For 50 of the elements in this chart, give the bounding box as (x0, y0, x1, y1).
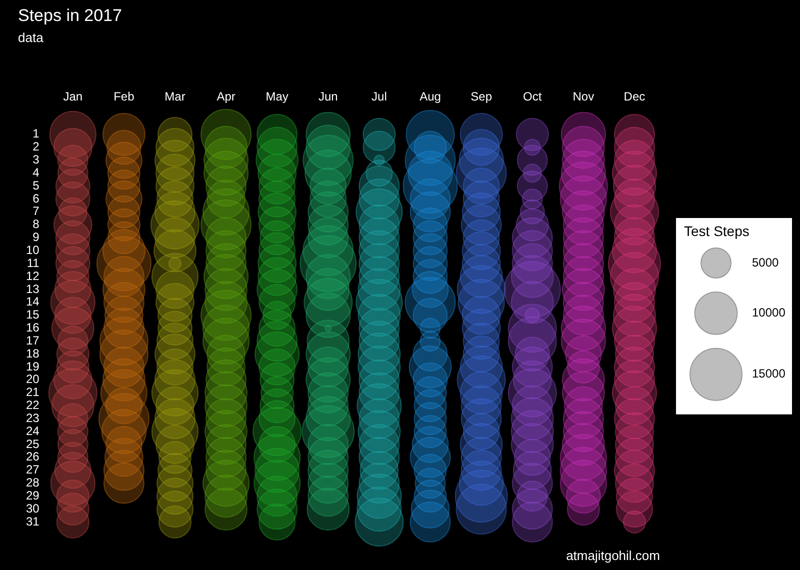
x-tick-label: Aug (420, 90, 441, 104)
y-tick-label: 22 (26, 398, 40, 412)
legend-label: 15000 (752, 366, 786, 381)
y-tick-label: 5 (32, 178, 40, 192)
y-tick-label: 29 (26, 488, 40, 502)
legend-title: Test Steps (684, 222, 750, 239)
y-tick-label: 4 (32, 165, 40, 180)
chart-title: Steps in 2017 (18, 6, 122, 25)
x-tick-label: Feb (114, 90, 135, 104)
y-tick-label: 27 (26, 462, 40, 477)
y-tick-label: 1 (32, 126, 40, 141)
y-tick-label: 25 (26, 436, 40, 451)
y-tick-label: 17 (26, 333, 40, 348)
text: atmajitgohil.com (566, 548, 660, 563)
y-tick-label: 3 (32, 152, 40, 167)
x-tick-label: Nov (572, 90, 594, 104)
y-tick-label: 12 (26, 268, 40, 283)
y-tick-label: 7 (32, 204, 40, 218)
y-tick-label: 23 (26, 410, 40, 425)
y-tick-label: 28 (26, 476, 40, 490)
y-tick-label: 31 (26, 514, 40, 528)
y-tick-label: 26 (26, 450, 40, 464)
y-tick-label: 20 (26, 372, 40, 386)
y-tick-label: 11 (26, 256, 40, 270)
legend-label: 5000 (752, 255, 780, 270)
legend-label: 10000 (752, 306, 786, 320)
y-tick-label: 18 (26, 346, 40, 360)
x-tick-label: May (266, 90, 288, 104)
y-tick-label: 16 (26, 320, 40, 335)
y-tick-label: 30 (26, 501, 40, 516)
y-tick-label: 15 (26, 308, 40, 322)
y-tick-label: 21 (26, 385, 40, 400)
x-tick-label: Mar (164, 90, 186, 104)
y-tick-label: 24 (26, 424, 40, 438)
x-tick-label: Jan (63, 90, 83, 104)
x-tick-label: Dec (624, 90, 646, 104)
x-tick-label: Jul (372, 90, 387, 104)
x-tick-label: Sep (470, 90, 492, 104)
y-tick-label: 8 (32, 217, 40, 232)
y-tick-label: 6 (32, 191, 40, 206)
y-tick-label: 19 (26, 359, 40, 374)
x-tick-label: Jun (318, 90, 338, 104)
y-tick-label: 9 (32, 230, 40, 244)
x-tick-label: Apr (216, 90, 236, 104)
y-tick-label: 10 (26, 242, 40, 257)
y-tick-label: 14 (26, 294, 40, 309)
y-tick-label: 13 (26, 282, 40, 296)
y-tick-label: 2 (32, 140, 40, 154)
x-tick-label: Oct (523, 90, 542, 104)
chart-subtitle: data (18, 30, 44, 45)
